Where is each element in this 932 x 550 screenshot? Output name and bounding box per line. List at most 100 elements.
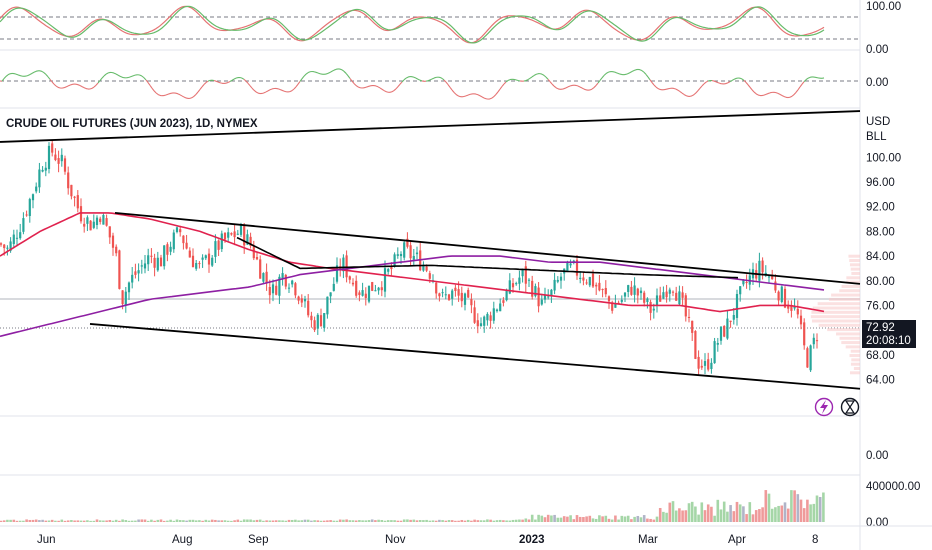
oscillator-2-segment — [755, 93, 759, 96]
volume-bar — [364, 520, 368, 522]
candle-body — [236, 233, 239, 235]
volume-bar — [582, 517, 585, 522]
oscillator-2-segment — [489, 97, 493, 100]
candle-body — [79, 206, 83, 222]
candle-body — [313, 320, 316, 331]
hourglass-icon[interactable] — [840, 397, 860, 417]
oscillator-2-segment — [119, 75, 123, 78]
oscillator-2-segment — [781, 95, 785, 98]
countdown-value: 20:08:10 — [866, 335, 911, 347]
volume-bar — [114, 519, 118, 522]
volume-bar — [169, 519, 172, 522]
price-axis-ticks: 64.0068.0072.0076.0080.0084.0088.0092.00… — [866, 152, 901, 386]
oscillator-2-segment — [51, 81, 55, 85]
oscillator-2-segment — [529, 76, 533, 79]
volume-profile-bar — [851, 358, 860, 362]
candle-body — [86, 217, 89, 224]
oscillator-2-segment — [729, 80, 733, 83]
candle-body — [291, 280, 294, 285]
oscillator-2-segment — [523, 80, 527, 82]
volume-bar — [745, 514, 748, 522]
oscillator-2-segment — [197, 89, 201, 93]
candle-body — [691, 320, 694, 333]
volume-bar — [198, 520, 201, 522]
candle-body — [639, 290, 643, 294]
oscillator-2-segment — [315, 71, 319, 74]
candle-body — [179, 229, 182, 233]
volume-bar — [764, 490, 768, 522]
volume-bar — [447, 520, 451, 522]
oscillator-2-segment — [649, 79, 653, 83]
candle-body — [124, 291, 127, 305]
candle-body — [652, 308, 655, 311]
volume-bar — [370, 519, 374, 522]
volume-bar — [175, 519, 179, 522]
volume-bar — [217, 520, 220, 522]
candle-body — [374, 290, 377, 292]
volume-bar — [191, 519, 195, 522]
oscillator-2-segment — [183, 96, 187, 99]
volume-bar — [38, 520, 41, 522]
oscillator-2-segment — [441, 77, 445, 81]
volume-bar — [76, 520, 80, 522]
oscillator-2-segment — [147, 82, 151, 86]
last-price-badge — [862, 320, 916, 348]
oscillator-2-segment — [563, 87, 567, 90]
candle-body — [406, 238, 409, 247]
oscillator-2-segment — [753, 91, 757, 95]
oscillator-2-segment — [603, 73, 607, 76]
volume-profile-bar — [851, 271, 860, 275]
candle-body — [239, 224, 243, 235]
candle-body — [211, 257, 214, 266]
volume-bar — [546, 514, 550, 522]
candle-body — [604, 288, 607, 295]
oscillator-2-segment — [215, 80, 219, 83]
oscillator-2-segment — [445, 81, 449, 85]
candle-body — [345, 255, 348, 278]
volume-bar — [412, 519, 416, 522]
volume-bar — [383, 520, 387, 522]
volume-bar — [156, 519, 160, 522]
volume-bar — [690, 501, 694, 522]
oscillator-2-segment — [675, 88, 679, 91]
candle-body — [457, 289, 460, 296]
volume-bar — [566, 516, 569, 522]
volume-bar — [313, 520, 316, 522]
volume-bar — [140, 519, 144, 522]
volume-bar — [284, 520, 288, 522]
oscillator-2-segment — [551, 83, 555, 87]
volume-bar — [607, 518, 611, 522]
candle-body — [329, 292, 332, 297]
oscillator-2-segment — [607, 71, 611, 73]
oscillator-2-segment — [339, 68, 343, 71]
candle-body — [764, 272, 767, 276]
volume-bar — [642, 515, 646, 522]
volume-bar — [543, 517, 547, 522]
lightning-icon[interactable] — [814, 397, 834, 417]
volume-bar — [6, 519, 9, 522]
volume-profile-bar — [831, 293, 860, 297]
oscillator-2-segment — [305, 72, 309, 75]
oscillator-2-segment — [525, 79, 529, 82]
volume-bar — [162, 520, 166, 522]
oscillator-2-segment — [89, 87, 93, 90]
oscillator-2-segment — [131, 74, 135, 77]
volume-bar — [527, 519, 531, 522]
oscillator-2-segment — [331, 69, 335, 72]
candle-body — [35, 186, 38, 192]
oscillator-2-segment — [801, 81, 805, 85]
candle-body — [335, 265, 339, 282]
oscillator-2-segment — [181, 95, 185, 98]
oscillator-2-segment — [491, 96, 495, 99]
volume-bar — [79, 520, 83, 522]
candle-body — [447, 294, 451, 300]
candle-body — [300, 298, 303, 303]
oscillator-2-segment — [43, 72, 47, 75]
volume-bar — [262, 520, 265, 522]
candle-body — [99, 218, 102, 222]
candlesticks — [0, 139, 819, 375]
volume-bar — [524, 518, 528, 522]
oscillator-2-segment — [685, 95, 689, 97]
volume-bar — [553, 514, 556, 522]
volume-bar — [649, 518, 652, 522]
